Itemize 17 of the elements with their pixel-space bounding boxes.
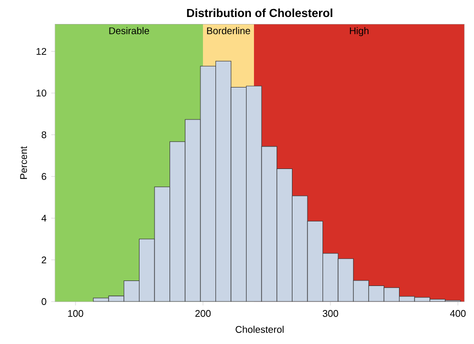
x-tick-label: 100: [68, 310, 84, 317]
y-tick-label: 8: [42, 131, 46, 138]
x-tick-label: 200: [195, 310, 211, 317]
x-tick-label: 300: [322, 310, 338, 317]
y-axis-title: Percent: [20, 146, 27, 179]
y-tick-label: 12: [36, 48, 46, 55]
y-tick-label: 10: [36, 90, 46, 96]
x-tick-label: 400: [450, 310, 466, 317]
band-label: Borderline: [207, 26, 250, 34]
band-label: High: [350, 26, 368, 36]
y-tick-label: 2: [42, 256, 46, 264]
x-axis-title: Cholesterol: [236, 326, 284, 333]
y-tick-label: 4: [41, 214, 46, 222]
band-label: Desirable: [109, 26, 150, 34]
y-tick-label: 0: [42, 298, 46, 305]
chart-title: Distribution of Cholesterol: [187, 8, 332, 17]
y-tick-label: 6: [42, 172, 46, 180]
